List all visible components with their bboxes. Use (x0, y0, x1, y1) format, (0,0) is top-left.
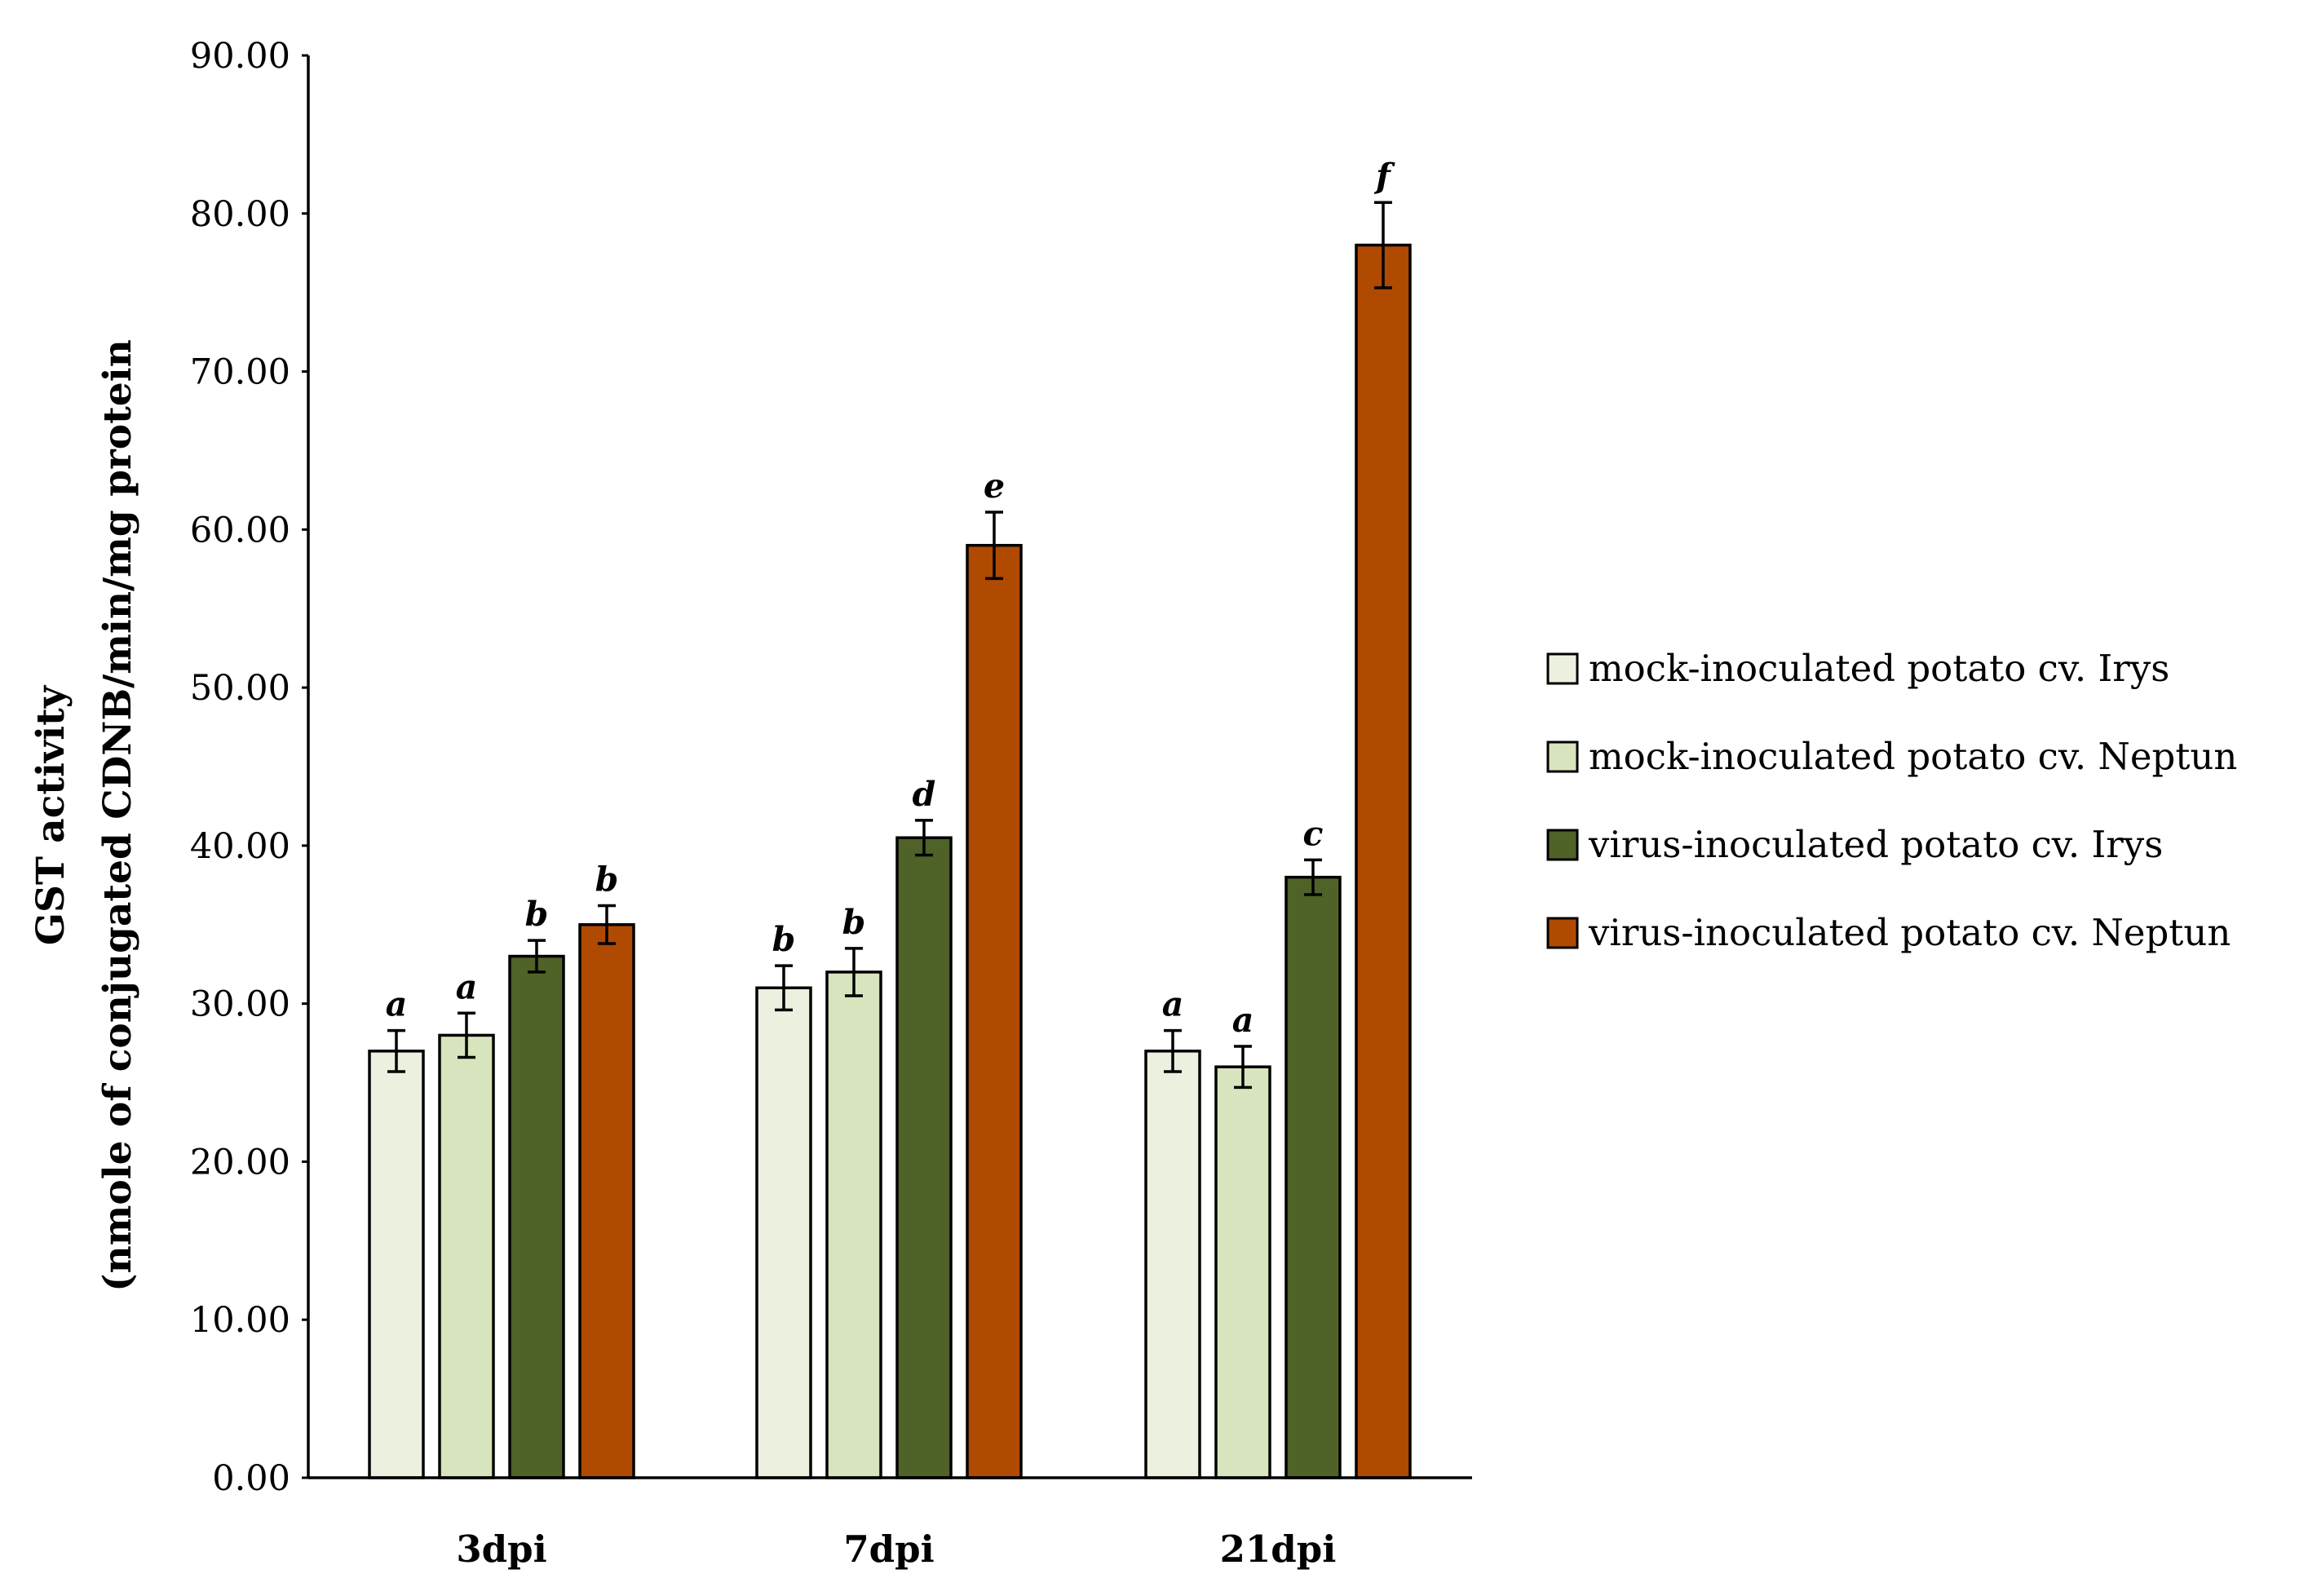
x-axis-categories: 3dpi 7dpi 21dpi (456, 1527, 1336, 1571)
legend-entry: mock-inoculated potato cv. Neptun (1589, 735, 2237, 778)
legend-entry: mock-inoculated potato cv. Irys (1589, 647, 2169, 690)
bar (508, 954, 565, 1479)
y-axis-ticks: 0.00 10.00 20.00 30.00 40.00 50.00 60.00 70.00 8… (190, 36, 308, 1499)
significance-letter: b (772, 920, 796, 959)
y-tick-label: 80.00 (190, 194, 290, 235)
significance-letter: a (1162, 985, 1184, 1024)
legend-swatch (1546, 652, 1579, 685)
significance-letter: b (525, 895, 549, 934)
y-tick-label: 30.00 (190, 984, 290, 1025)
x-category-label: 7dpi (843, 1527, 934, 1571)
bar (578, 923, 635, 1479)
legend: mock-inoculated potato cv. Irys mock-inoc… (1546, 647, 2237, 954)
bar (966, 543, 1023, 1479)
y-tick-label: 10.00 (190, 1300, 290, 1341)
significance-letter: c (1303, 814, 1324, 853)
bar (895, 836, 953, 1479)
bar (1144, 1050, 1201, 1479)
legend-swatch (1546, 917, 1579, 949)
y-tick-label: 20.00 (190, 1142, 290, 1183)
y-axis-label-line-2: (nmole of conjugated CDNB/min/mg protein (95, 339, 140, 1292)
legend-swatch (1546, 829, 1579, 861)
x-category-label: 21dpi (1220, 1527, 1337, 1571)
significance-letter: a (386, 985, 408, 1024)
y-tick-label: 70.00 (190, 352, 290, 393)
y-tick-label: 60.00 (190, 510, 290, 550)
axes (307, 55, 1472, 1479)
bar (1284, 875, 1342, 1479)
y-axis-label: GST activity (nmole of conjugated CDNB/m… (29, 339, 140, 1292)
y-tick-label: 50.00 (190, 668, 290, 709)
bar (755, 986, 812, 1479)
y-tick-label: 90.00 (190, 36, 290, 77)
significance-letter: a (456, 967, 478, 1006)
bar (1355, 243, 1412, 1479)
significance-letter: f (1373, 157, 1395, 196)
significance-letter: e (984, 466, 1005, 506)
bar-series: a b a a b a b d c b e f (368, 157, 1412, 1479)
bar (368, 1050, 425, 1479)
bar (825, 970, 882, 1479)
y-axis-label-line-1: GST activity (29, 684, 73, 945)
x-category-label: 3dpi (456, 1527, 546, 1571)
legend-swatch (1546, 741, 1579, 773)
significance-letter: d (913, 775, 936, 814)
legend-entry: virus-inoculated potato cv. Irys (1588, 823, 2163, 866)
bar (438, 1033, 495, 1479)
significance-letter: b (842, 903, 866, 942)
bar (1214, 1065, 1271, 1479)
significance-letter: b (595, 860, 619, 900)
y-tick-label: 40.00 (190, 826, 290, 867)
y-tick-label: 0.00 (212, 1458, 290, 1499)
legend-entry: virus-inoculated potato cv. Neptun (1588, 911, 2231, 954)
significance-letter: a (1232, 1001, 1254, 1040)
